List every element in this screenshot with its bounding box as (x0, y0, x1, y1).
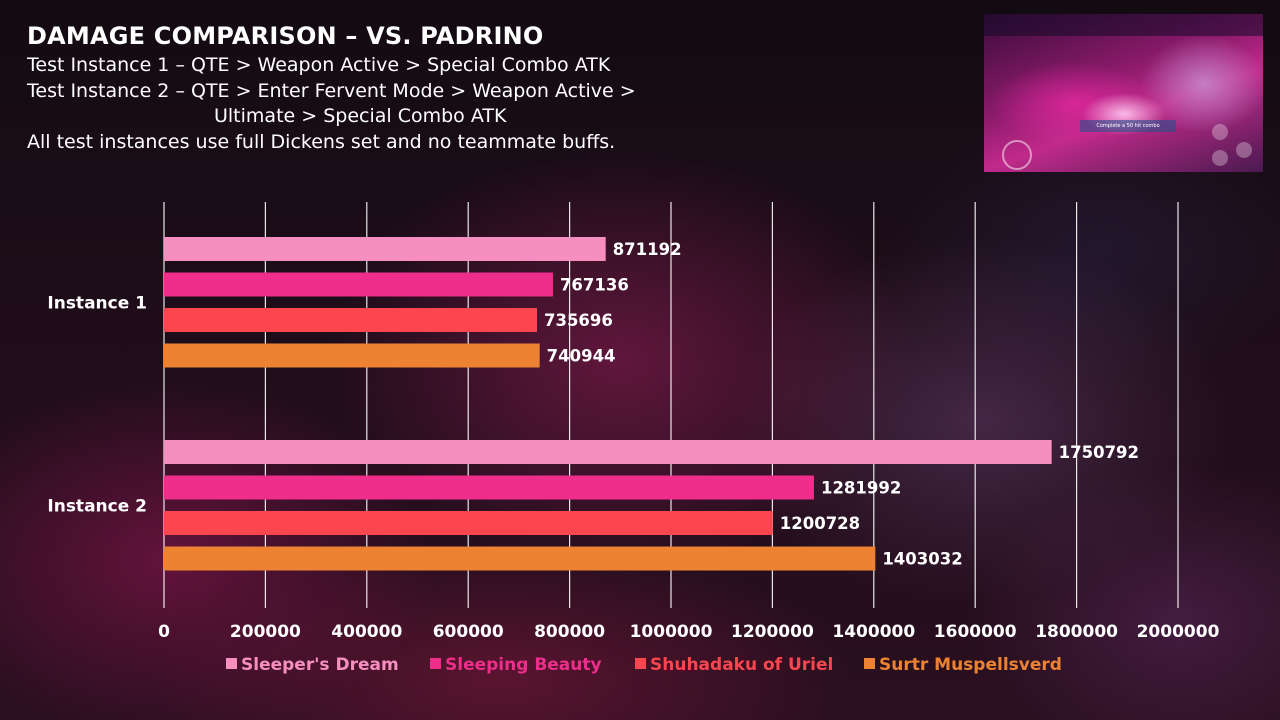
data-label: 1281992 (821, 479, 901, 498)
bar (164, 272, 553, 297)
thumbnail-button-icon (1212, 124, 1228, 140)
bar (164, 308, 537, 332)
x-tick-label: 2000000 (1137, 622, 1220, 642)
legend-label: Sleeper's Dream (241, 655, 399, 675)
bar (164, 343, 540, 368)
header: DAMAGE COMPARISON – VS. PADRINO Test Ins… (27, 20, 636, 155)
thumbnail-hud-bar (984, 14, 1263, 36)
gridlines (163, 202, 1179, 608)
x-tick-label: 1200000 (731, 622, 814, 642)
legend-swatch (635, 658, 646, 669)
legend: Sleeper's Dream Sleeping Beauty Shuhadaku … (226, 655, 1062, 675)
chart-title: DAMAGE COMPARISON – VS. PADRINO (27, 22, 544, 50)
category-label: Instance 1 (47, 293, 147, 313)
bar (164, 475, 814, 500)
bar (164, 546, 876, 571)
legend-label: Shuhadaku of Uriel (650, 655, 833, 675)
bar (164, 511, 773, 535)
x-tick-label: 1400000 (832, 622, 915, 642)
subtitle-line-4: All test instances use full Dickens set … (27, 130, 616, 153)
x-tick-label: 1800000 (1035, 622, 1118, 642)
subtitle-line-3: Ultimate > Special Combo ATK (214, 105, 507, 127)
legend-label: Surtr Muspellsverd (879, 655, 1062, 675)
bar (164, 237, 606, 261)
bars (164, 237, 1052, 571)
game-screenshot-thumbnail: Complete a 50 hit combo (984, 14, 1263, 172)
data-label: 767136 (560, 276, 629, 295)
x-tick-label: 1600000 (934, 622, 1017, 642)
subtitle-line-2: Test Instance 2 – QTE > Enter Fervent Mo… (27, 79, 636, 102)
legend-entry: Sleeper's Dream (226, 655, 399, 675)
data-label: 735696 (544, 311, 613, 330)
legend-swatch (430, 658, 441, 669)
data-label: 1200728 (780, 514, 860, 533)
data-label: 1403032 (882, 550, 962, 569)
legend-swatch (226, 658, 237, 669)
category-label: Instance 2 (47, 496, 147, 516)
thumbnail-button-icon (1212, 150, 1228, 166)
legend-entry: Shuhadaku of Uriel (635, 655, 833, 675)
x-tick-label: 0 (158, 622, 170, 642)
category-labels: Instance 1 Instance 2 (47, 293, 147, 516)
x-tick-label: 800000 (534, 622, 605, 642)
subtitle-line-1: Test Instance 1 – QTE > Weapon Active > … (27, 54, 611, 76)
data-label: 740944 (547, 347, 616, 366)
legend-entry: Surtr Muspellsverd (864, 655, 1062, 675)
data-label: 1750792 (1059, 443, 1139, 462)
legend-label: Sleeping Beauty (445, 655, 602, 675)
x-tick-labels: 0 200000 400000 600000 800000 1000000 1200000 1… (158, 622, 1219, 642)
data-label: 871192 (613, 240, 682, 259)
x-tick-label: 1000000 (630, 622, 713, 642)
thumbnail-joystick-icon (1002, 140, 1032, 170)
data-labels: 871192 767136 735696 740944 1750792 1281992 12… (544, 240, 1139, 569)
thumbnail-button-icon (1236, 142, 1252, 158)
bar (164, 440, 1052, 464)
legend-entry: Sleeping Beauty (430, 655, 602, 675)
x-tick-label: 600000 (433, 622, 504, 642)
x-tick-label: 200000 (230, 622, 301, 642)
thumbnail-hud-text: Complete a 50 hit combo (1080, 120, 1176, 132)
x-tick-label: 400000 (331, 622, 402, 642)
legend-swatch (864, 658, 875, 669)
